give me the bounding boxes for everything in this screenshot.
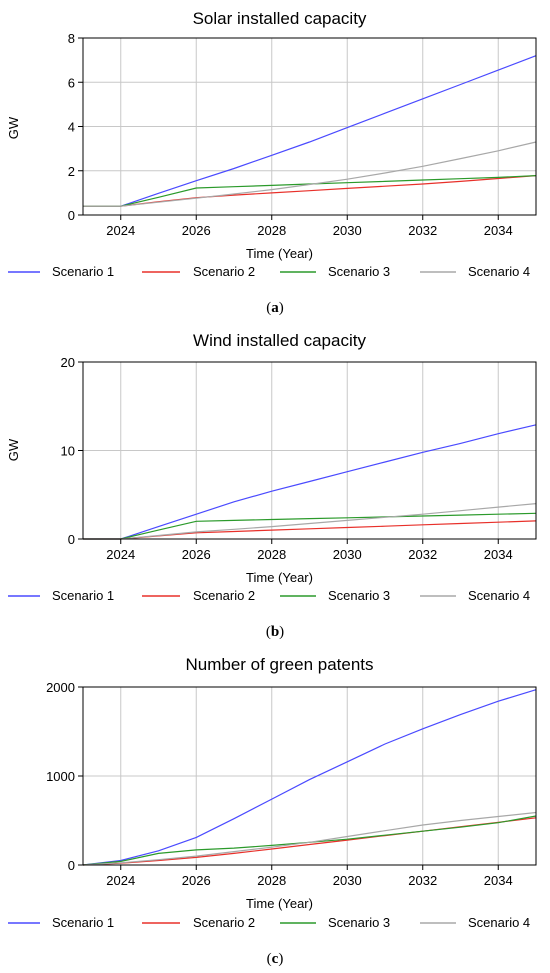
y-tick-label: 0 — [68, 208, 75, 223]
x-tick-label: 2028 — [257, 873, 286, 888]
caption-paren-open: ( — [266, 300, 271, 316]
legend-label-2: Scenario 2 — [193, 915, 255, 930]
x-axis-label: Time (Year) — [246, 570, 313, 585]
y-tick-label: 0 — [68, 532, 75, 547]
caption-paren-open: ( — [267, 951, 272, 967]
y-tick-label: 4 — [68, 120, 75, 135]
x-tick-label: 2030 — [333, 873, 362, 888]
series-line-1 — [83, 55, 537, 207]
series-line-2 — [83, 175, 537, 207]
x-tick-label: 2034 — [484, 547, 513, 562]
caption-paren-close: ) — [279, 624, 284, 640]
legend-label-2: Scenario 2 — [193, 264, 255, 279]
x-tick-label: 2026 — [182, 873, 211, 888]
caption-paren-close: ) — [279, 300, 284, 316]
x-tick-label: 2026 — [182, 547, 211, 562]
series-line-3 — [82, 815, 537, 866]
legend-label-4: Scenario 4 — [468, 915, 530, 930]
panel-caption: (b) — [266, 624, 284, 640]
chart-panel-a: Solar installed capacity 2024 2026 2028 2030… — [6, 9, 537, 316]
legend-label-1: Scenario 1 — [52, 264, 114, 279]
x-tick-label: 2024 — [106, 873, 135, 888]
caption-letter: b — [271, 624, 279, 640]
legend-label-4: Scenario 4 — [468, 264, 530, 279]
x-tick-label: 2030 — [333, 547, 362, 562]
legend-label-3: Scenario 3 — [328, 915, 390, 930]
series-line-3 — [83, 512, 537, 540]
panel-caption: (a) — [266, 300, 284, 316]
caption-paren-open: ( — [266, 624, 271, 640]
y-tick-label: 20 — [61, 355, 75, 370]
chart-title: Wind installed capacity — [193, 331, 366, 350]
x-tick-label: 2034 — [484, 873, 513, 888]
caption-letter: c — [272, 951, 279, 967]
x-tick-label: 2028 — [257, 223, 286, 238]
x-axis-label: Time (Year) — [246, 246, 313, 261]
chart-title: Solar installed capacity — [193, 9, 367, 28]
legend-label-1: Scenario 1 — [52, 588, 114, 603]
x-tick-label: 2024 — [106, 547, 135, 562]
legend-label-2: Scenario 2 — [193, 588, 255, 603]
series-line-2 — [82, 817, 537, 866]
caption-letter: a — [271, 300, 279, 316]
legend-label-1: Scenario 1 — [52, 915, 114, 930]
y-tick-label: 8 — [68, 31, 75, 46]
x-axis-label: Time (Year) — [246, 896, 313, 911]
x-tick-label: 2034 — [484, 223, 513, 238]
series-line-4 — [83, 141, 537, 207]
y-axis-label: GW — [6, 116, 21, 139]
legend-label-4: Scenario 4 — [468, 588, 530, 603]
panel-caption: (c) — [267, 951, 284, 967]
y-axis-label: GW — [6, 438, 21, 461]
series-line-1 — [83, 424, 537, 540]
chart-panel-b: Wind installed capacity 2024 2026 2028 2030 2… — [6, 331, 537, 640]
series-line-1 — [82, 689, 537, 866]
x-tick-label: 2032 — [408, 223, 437, 238]
y-tick-label: 2 — [68, 164, 75, 179]
y-tick-label: 10 — [61, 444, 75, 459]
chart-panel-c: Number of green patents 2024 2026 2028 2030 2… — [8, 655, 537, 967]
y-tick-label: 2000 — [46, 680, 75, 695]
legend-label-3: Scenario 3 — [328, 264, 390, 279]
y-tick-label: 6 — [68, 75, 75, 90]
series-line-4 — [83, 503, 537, 540]
x-tick-label: 2024 — [106, 223, 135, 238]
caption-paren-close: ) — [278, 951, 283, 967]
x-tick-label: 2026 — [182, 223, 211, 238]
x-tick-label: 2028 — [257, 547, 286, 562]
legend-label-3: Scenario 3 — [328, 588, 390, 603]
x-tick-label: 2032 — [408, 873, 437, 888]
x-tick-label: 2032 — [408, 547, 437, 562]
x-tick-label: 2030 — [333, 223, 362, 238]
chart-title: Number of green patents — [185, 655, 373, 674]
series-line-4 — [82, 811, 537, 866]
y-tick-label: 0 — [68, 858, 75, 873]
y-tick-label: 1000 — [46, 769, 75, 784]
